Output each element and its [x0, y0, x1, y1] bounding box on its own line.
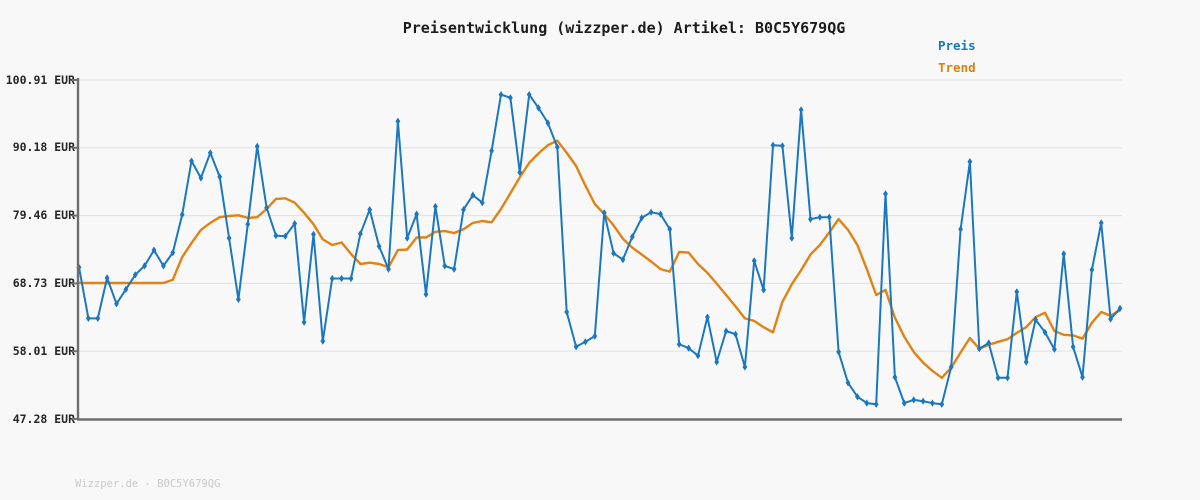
watermark-text: Wizzper.de - B0C5Y679QG	[75, 478, 221, 490]
legend-item-preis: Preis	[938, 38, 976, 53]
legend: Preis Trend	[938, 38, 976, 75]
trend-line	[77, 139, 1122, 379]
legend-item-trend: Trend	[938, 60, 976, 75]
y-tick-label: 79.46 EUR	[12, 208, 75, 223]
y-tick-label: 90.18 EUR	[12, 140, 75, 155]
y-tick-label: 58.01 EUR	[12, 343, 75, 358]
y-tick-label: 47.28 EUR	[12, 411, 75, 426]
chart-title: Preisentwicklung (wizzper.de) Artikel: B…	[402, 19, 846, 37]
price-markers	[76, 91, 1123, 408]
y-tick-label: 100.91 EUR	[5, 72, 75, 87]
price-line	[78, 93, 1121, 406]
y-tick-label: 68.73 EUR	[12, 275, 75, 290]
